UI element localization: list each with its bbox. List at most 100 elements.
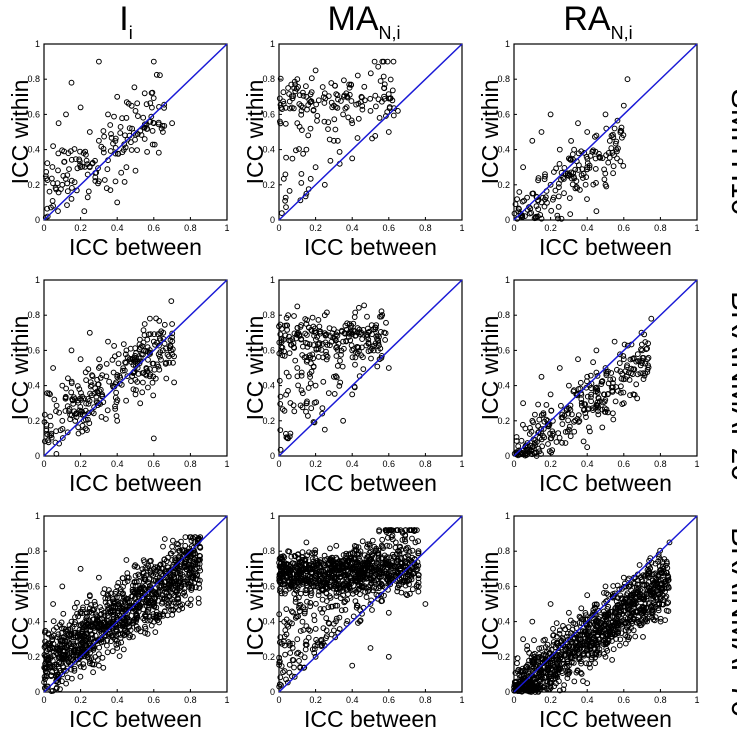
data-point [303,190,310,197]
data-point [188,585,195,592]
data-point [291,313,297,319]
y-tick-label: 0.4 [27,617,40,627]
data-point [125,574,132,581]
data-point [101,133,107,140]
data-point [88,382,95,389]
data-point [322,332,329,339]
data-point [294,636,301,643]
data-point [520,400,526,407]
data-point [300,89,306,96]
data-point [590,181,597,188]
data-point [617,389,624,396]
data-point [132,108,139,114]
data-point [538,373,545,380]
data-point [612,398,619,405]
data-point [115,580,122,586]
data-point [169,351,176,358]
data-point [381,85,387,91]
x-axis-label: ICC between [69,706,202,732]
data-point [578,391,585,398]
x-tick-label: 0.4 [111,223,124,233]
data-point [75,613,81,620]
data-point [296,101,303,107]
data-point [637,370,644,377]
data-point [286,98,293,105]
y-tick-label: 0.2 [27,652,40,662]
data-point [68,148,74,155]
data-point [172,582,179,589]
data-point [120,590,126,597]
data-point [182,563,189,570]
data-point [295,649,302,656]
data-point [126,125,133,132]
data-point [562,429,569,435]
x-tick-label: 0.6 [383,459,396,469]
data-point [589,405,596,412]
x-tick-label: 0.2 [74,223,87,233]
data-point [537,212,544,218]
data-point [79,630,86,637]
data-point [372,133,379,139]
y-tick-label: 0.2 [262,416,275,426]
data-point [87,593,93,600]
data-point [145,356,151,363]
data-point [293,147,299,154]
data-point [294,373,301,380]
data-point [594,389,601,396]
data-point [555,215,561,222]
data-point [282,194,289,201]
data-point [139,370,146,376]
data-point [558,215,565,222]
data-point [335,340,342,347]
data-point [301,354,308,361]
data-point [291,85,298,92]
data-point [68,389,75,396]
x-tick-label: 0.2 [74,695,87,705]
data-point [310,363,317,370]
x-tick-label: 0.2 [544,695,557,705]
data-point [334,92,341,99]
data-point [112,138,119,144]
data-point [296,146,302,152]
data-point [64,627,70,634]
data-point [55,150,62,157]
data-point [604,391,611,398]
data-point [170,359,176,366]
data-point [44,437,51,444]
data-point [49,164,56,170]
data-point [383,319,389,326]
data-point [548,407,555,414]
data-point [282,197,289,204]
data-point [315,592,322,598]
x-tick-label: 0.2 [309,223,322,233]
data-point [596,398,603,405]
data-point [141,90,148,97]
data-point [300,150,307,157]
data-point [284,679,291,686]
data-point [118,381,125,388]
data-point [55,120,62,127]
data-point [86,329,93,336]
data-point [319,405,326,412]
x-tick-label: 1 [224,459,229,469]
data-point [616,360,623,367]
data-point [340,417,347,424]
data-point [556,161,563,167]
data-point [298,180,305,186]
data-point [60,656,67,662]
data-point [47,413,54,420]
y-tick-label: 1 [505,511,510,521]
data-point [292,88,299,95]
data-point [104,637,111,644]
x-axis-label: ICC between [304,706,437,732]
data-point [124,373,131,380]
data-point [163,558,170,565]
data-point [360,354,366,361]
data-point [294,325,301,331]
data-point [81,208,88,215]
data-point [71,665,78,672]
data-point [336,149,343,155]
data-point [131,579,138,585]
data-point [147,569,154,576]
data-point [303,400,310,407]
